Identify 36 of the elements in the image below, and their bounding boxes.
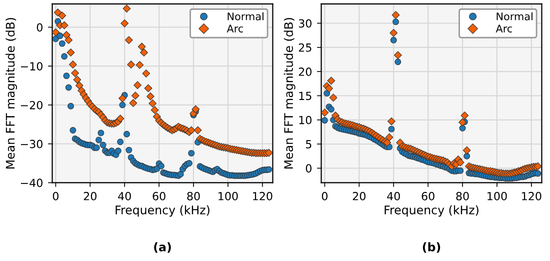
y-tick-label: −10 <box>20 62 42 70</box>
y-tick-label: 25 <box>298 43 312 52</box>
x-tick-label: 20 <box>352 192 366 200</box>
legend-label: Arc <box>226 24 243 32</box>
x-tick-label: 80 <box>456 192 469 200</box>
legend-label: Arc <box>496 24 512 32</box>
y-tick-label: 15 <box>299 92 312 100</box>
x-tick-label: 40 <box>118 192 131 200</box>
x-tick-label: 120 <box>253 192 272 200</box>
x-axis-title: Frequency (kHz) <box>384 205 478 217</box>
y-tick-label: −30 <box>20 140 42 148</box>
y-tick-label: 20 <box>298 68 312 76</box>
legend-label: Normal <box>228 12 264 20</box>
y-tick-label: 5 <box>306 140 312 148</box>
y-tick-label: 10 <box>299 116 312 124</box>
x-tick-label: 60 <box>422 192 434 200</box>
y-tick-label: 0 <box>36 23 42 32</box>
y-tick-label: −40 <box>20 178 42 188</box>
text: (a) <box>154 242 171 253</box>
y-axis-title: Mean FFT magnitude (dB) <box>284 18 296 168</box>
x-tick-label: 100 <box>488 192 507 200</box>
x-tick-label: 100 <box>218 192 238 200</box>
x-tick-label: 60 <box>152 192 166 200</box>
x-tick-label: 40 <box>387 192 400 200</box>
y-tick-label: 30 <box>298 19 312 28</box>
x-tick-label: 0 <box>322 192 328 200</box>
x-tick-label: 120 <box>522 192 542 200</box>
x-tick-label: 0 <box>52 192 58 200</box>
y-tick-label: −20 <box>20 100 42 110</box>
x-axis-title: Frequency (kHz) <box>116 205 210 217</box>
legend-label: Normal <box>496 12 532 20</box>
x-tick-label: 80 <box>187 192 200 200</box>
y-axis-title: Mean FFT magnitude (dB) <box>6 18 17 168</box>
x-tick-label: 20 <box>84 192 96 200</box>
text: (b) <box>422 242 440 253</box>
y-tick-label: 0 <box>306 164 312 173</box>
